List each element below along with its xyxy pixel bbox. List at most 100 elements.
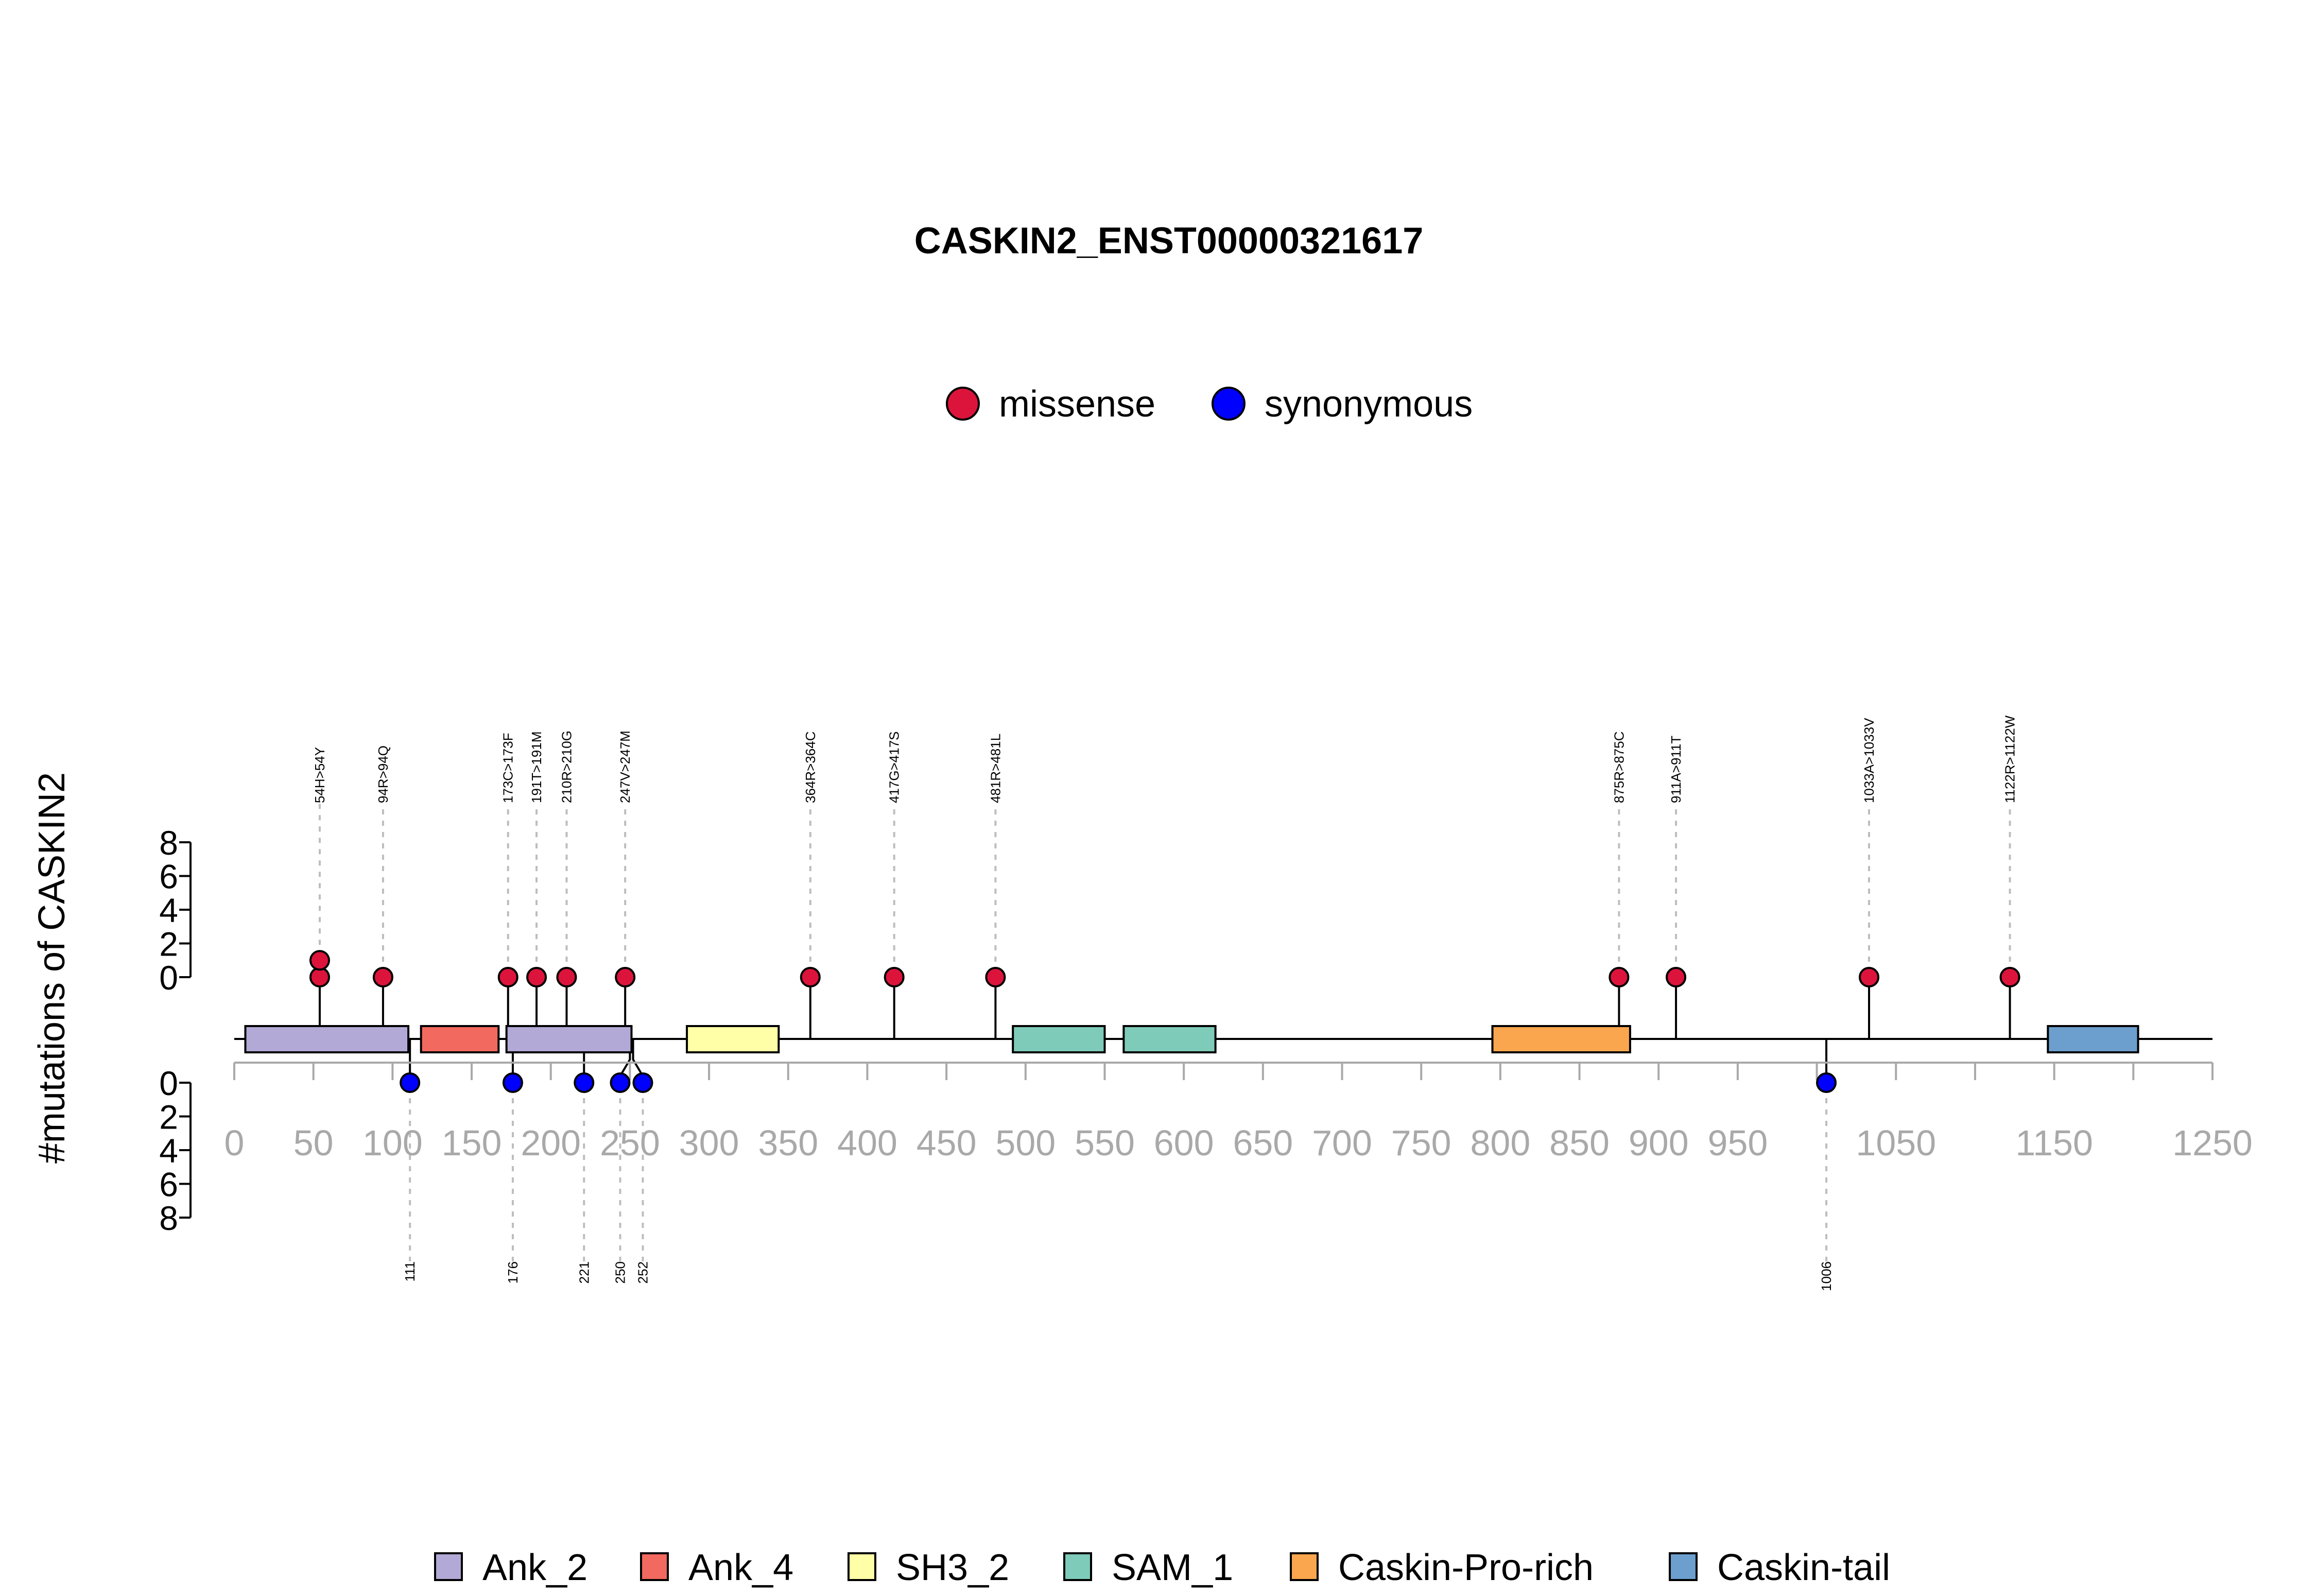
x-tick-label-650: 650 — [1233, 1123, 1293, 1163]
y-tick-label-top-4: 4 — [159, 891, 178, 929]
missense-label-191: 191T>191M — [529, 732, 544, 803]
synonymous-label-250: 250 — [612, 1261, 628, 1283]
x-tick-label-300: 300 — [679, 1123, 739, 1163]
legend-caskin-pro-rich-swatch — [1290, 1552, 1319, 1581]
domain-caskin-pro-rich-6 — [1491, 1025, 1631, 1053]
y-tick-label-top-8: 8 — [159, 824, 178, 862]
missense-label-911: 911A>911T — [1668, 736, 1684, 803]
x-tick-label-350: 350 — [758, 1123, 818, 1163]
legend-missense-label: missense — [999, 384, 1155, 425]
legend-synonymous-marker — [1212, 387, 1246, 421]
x-tick-label-800: 800 — [1470, 1123, 1530, 1163]
synonymous-point-250-1 — [610, 1072, 631, 1093]
domain-boxes — [244, 1025, 2139, 1053]
y-tick-label-bottom-6: 6 — [159, 1166, 178, 1204]
legend-caskin-tail-swatch — [1669, 1552, 1698, 1581]
missense-label-1122: 1122R>1122W — [2002, 715, 2018, 803]
domain-legend: Ank_2 Ank_4 SH3_2 SAM_1 Caskin-Pro-rich Caski… — [434, 1547, 1890, 1588]
synonymous-point-111-1 — [400, 1072, 421, 1093]
x-tick-label-250: 250 — [600, 1123, 660, 1163]
synonymous-point-1006-1 — [1816, 1072, 1837, 1093]
domain-ank-4-1 — [420, 1025, 500, 1053]
x-tick-label-450: 450 — [917, 1123, 977, 1163]
missense-label-173: 173C>173F — [500, 733, 516, 803]
x-tick-label-50: 50 — [293, 1123, 334, 1163]
domain-ank-2-0 — [244, 1025, 410, 1053]
missense-label-210: 210R>210G — [559, 731, 574, 803]
x-tick-label-550: 550 — [1075, 1123, 1135, 1163]
x-tick-label-400: 400 — [837, 1123, 897, 1163]
x-tick-label-500: 500 — [995, 1123, 1056, 1163]
missense-point-1033-1 — [1859, 967, 1880, 987]
legend-sh3-2-swatch — [848, 1552, 876, 1581]
legend-sam-1-swatch — [1063, 1552, 1092, 1581]
legend-sam-1-label: SAM_1 — [1112, 1547, 1233, 1588]
domain-sh3-2-3 — [686, 1025, 780, 1053]
mutation-points — [309, 950, 2020, 1093]
x-axis: 0 50 100 150 200 250 300 350 400 450 500 550 600 650 7… — [224, 1062, 2253, 1163]
synonymous-label-111: 111 — [402, 1261, 418, 1282]
x-tick-label-1150: 1150 — [2015, 1123, 2093, 1163]
x-tick-label-1250: 1250 — [2172, 1123, 2253, 1163]
chart-title: CASKIN2_ENST00000321617 — [914, 220, 1424, 262]
x-tick-label-1050: 1050 — [1856, 1123, 1936, 1163]
legend-ank-4-label: Ank_4 — [688, 1547, 793, 1588]
domain-ank-2-2 — [505, 1025, 633, 1053]
y-tick-label-bottom-2: 2 — [159, 1098, 178, 1136]
x-tick-label-950: 950 — [1708, 1123, 1768, 1163]
y-tick-label-bottom-0: 0 — [159, 1064, 178, 1102]
synonymous-point-252-1 — [632, 1072, 653, 1093]
missense-point-173-1 — [497, 967, 518, 987]
missense-point-911-1 — [1666, 967, 1687, 987]
missense-label-94: 94R>94Q — [375, 745, 391, 803]
missense-stems — [318, 803, 2011, 1039]
missense-label-364: 364R>364C — [803, 732, 818, 804]
missense-label-54: 54H>54Y — [312, 747, 327, 803]
legend-synonymous-label: synonymous — [1265, 384, 1473, 425]
domain-sam-1-5 — [1122, 1025, 1217, 1053]
x-tick-label-600: 600 — [1154, 1123, 1214, 1163]
synonymous-label-1006: 1006 — [1819, 1261, 1834, 1291]
y-tick-label-top-0: 0 — [159, 959, 178, 997]
legend-ank-4-swatch — [640, 1552, 669, 1581]
mutation-labels: 54H>54Y 94R>94Q 173C>173F 191T>191M 210R>210… — [312, 715, 2018, 1291]
missense-label-247: 247V>247M — [617, 731, 633, 803]
missense-point-54-2 — [309, 950, 330, 971]
x-tick-label-150: 150 — [442, 1123, 502, 1163]
missense-label-1033: 1033A>1033V — [1861, 718, 1877, 803]
legend-caskin-pro-rich-label: Caskin-Pro-rich — [1338, 1547, 1594, 1588]
domain-caskin-tail-7 — [2047, 1025, 2139, 1053]
missense-point-364-1 — [800, 967, 821, 987]
missense-point-94-1 — [372, 967, 393, 987]
y-axis-label: #mutations of CASKIN2 — [31, 772, 73, 1164]
domain-sam-1-4 — [1012, 1025, 1106, 1053]
y-tick-label-top-6: 6 — [159, 858, 178, 896]
synonymous-label-252: 252 — [635, 1261, 650, 1283]
missense-point-417-1 — [884, 967, 905, 987]
x-tick-label-200: 200 — [521, 1123, 581, 1163]
missense-point-481-1 — [985, 967, 1006, 987]
synonymous-point-221-1 — [574, 1072, 595, 1093]
x-tick-label-0: 0 — [224, 1123, 245, 1163]
legend-sh3-2-label: SH3_2 — [896, 1547, 1009, 1588]
x-tick-label-700: 700 — [1312, 1123, 1372, 1163]
x-tick-label-900: 900 — [1629, 1123, 1689, 1163]
legend-missense-marker — [946, 387, 980, 421]
missense-point-247-1 — [615, 967, 636, 987]
y-tick-label-top-2: 2 — [159, 925, 178, 963]
legend-ank-2-swatch — [434, 1552, 463, 1581]
x-tick-label-850: 850 — [1549, 1123, 1610, 1163]
y-tick-label-bottom-8: 8 — [159, 1199, 178, 1237]
synonymous-label-221: 221 — [576, 1261, 592, 1283]
x-tick-label-100: 100 — [362, 1123, 423, 1163]
missense-label-875: 875R>875C — [1611, 732, 1627, 804]
legend-ank-2-label: Ank_2 — [482, 1547, 587, 1588]
y-tick-label-bottom-4: 4 — [159, 1132, 178, 1170]
missense-point-210-1 — [556, 967, 577, 987]
missense-label-417: 417G>417S — [887, 731, 902, 803]
mutation-legend: missense synonymous — [946, 384, 1473, 425]
missense-point-1122-1 — [1999, 967, 2020, 987]
x-tick-label-750: 750 — [1391, 1123, 1451, 1163]
